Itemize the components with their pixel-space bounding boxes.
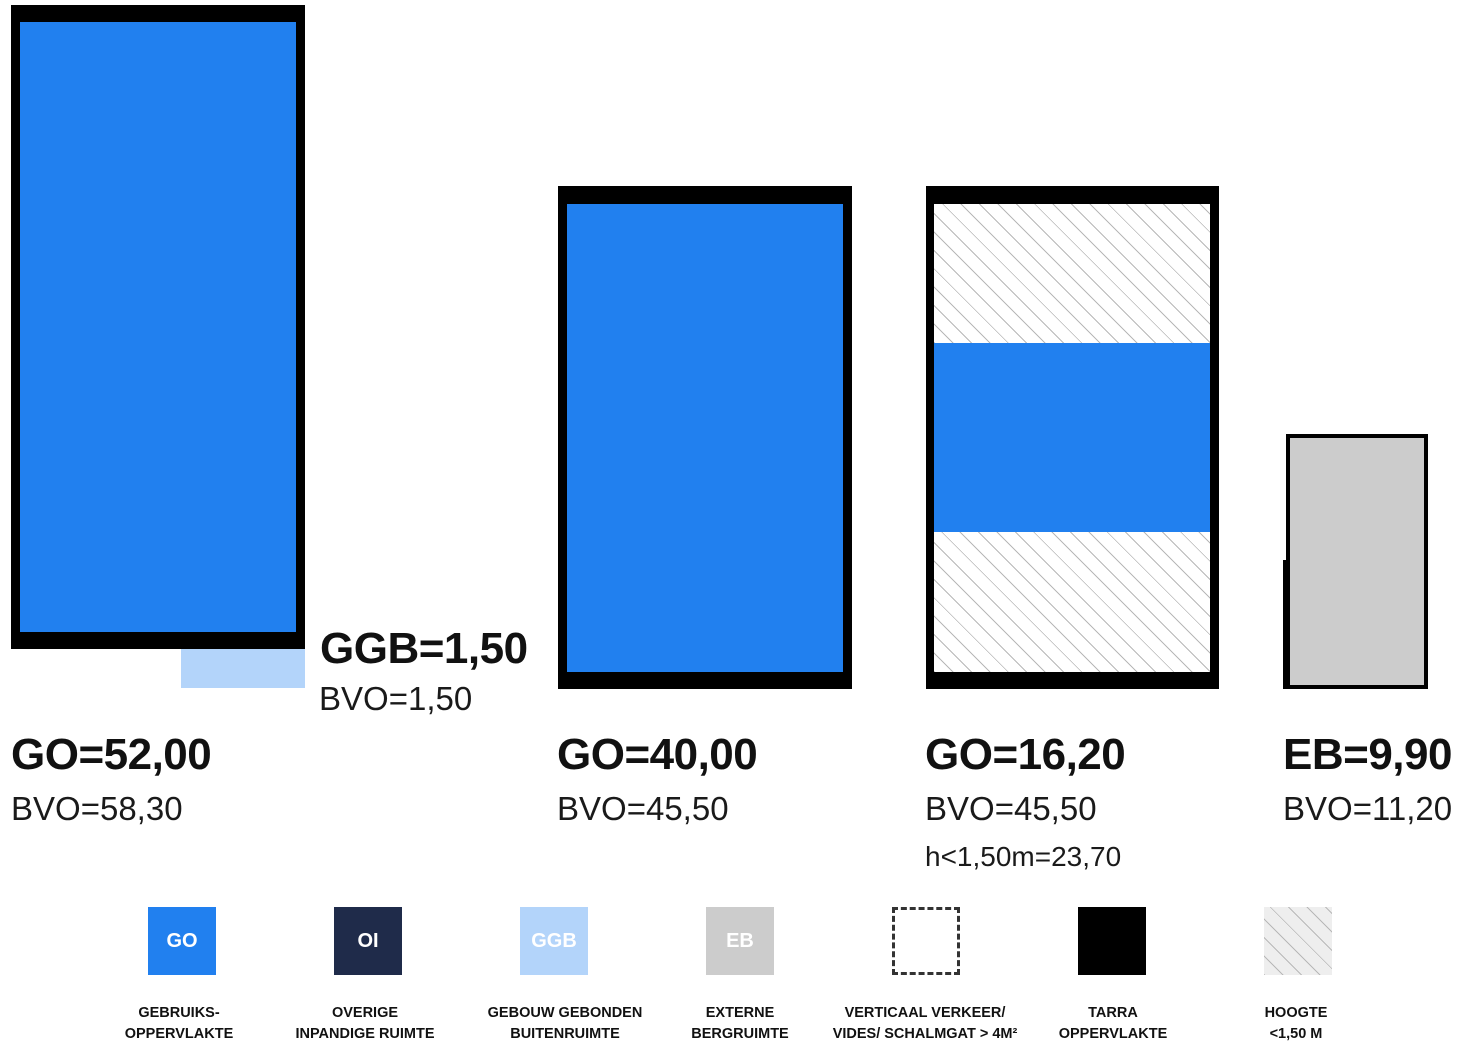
block-3-main-label: GO=16,20 — [925, 730, 1126, 779]
legend-hatch-swatch — [1264, 907, 1332, 975]
block-3-low-height-bottom — [934, 532, 1210, 672]
block-4-edge-mark — [1283, 560, 1287, 689]
legend-eb-swatch: EB — [706, 907, 774, 975]
block-4-storage-area — [1286, 434, 1428, 689]
legend-tarra-label: TARRA OPPERVLAKTE — [1058, 1005, 1168, 1042]
block-3-sub-label: BVO=45,50 — [925, 790, 1097, 827]
legend-hatch-label: HOOGTE <1,50 M — [1264, 1005, 1328, 1042]
ggb-sub-label: BVO=1,50 — [319, 680, 473, 717]
legend-oi-label: OVERIGE INPANDIGE RUIMTE — [295, 1005, 435, 1042]
ggb-main-label: GGB=1,50 — [320, 624, 528, 673]
block-1-sub-label: BVO=58,30 — [11, 790, 183, 827]
block-1-usable-area — [20, 22, 296, 632]
block-1-main-label: GO=52,00 — [11, 730, 212, 779]
block-2-usable-area — [567, 204, 843, 672]
legend-dashed-label: VERTICAAL VERKEER/ VIDES/ SCHALMGAT > 4M… — [832, 1005, 1018, 1042]
legend-dashed-swatch — [892, 907, 960, 975]
block-4-main-label: EB=9,90 — [1283, 730, 1452, 779]
block-2-sub-label: BVO=45,50 — [557, 790, 729, 827]
block-3-outline — [926, 186, 1219, 689]
ggb-area — [181, 649, 305, 688]
block-4-sub-label: BVO=11,20 — [1283, 790, 1453, 827]
legend-go-code: GO — [166, 929, 198, 952]
legend-go-label: GEBRUIKS- OPPERVLAKTE — [124, 1005, 234, 1042]
legend-ggb-code: GGB — [531, 929, 577, 952]
block-3-height-label: h<1,50m=23,70 — [925, 841, 1122, 872]
block-3-low-height-top — [934, 204, 1210, 343]
legend-ggb-swatch: GGB — [520, 907, 588, 975]
legend-eb-label: EXTERNE BERGRUIMTE — [691, 1005, 789, 1042]
block-2-main-label: GO=40,00 — [557, 730, 758, 779]
legend-tarra-swatch — [1078, 907, 1146, 975]
block-2-outline — [558, 186, 852, 689]
block-3-usable-area — [934, 343, 1210, 532]
legend-eb-code: EB — [726, 929, 754, 952]
legend-oi-swatch: OI — [334, 907, 402, 975]
block-1-outline — [11, 5, 305, 649]
legend-go-swatch: GO — [148, 907, 216, 975]
legend-oi-code: OI — [357, 929, 379, 952]
legend-ggb-label: GEBOUW GEBONDEN BUITENRUIMTE — [487, 1005, 643, 1042]
